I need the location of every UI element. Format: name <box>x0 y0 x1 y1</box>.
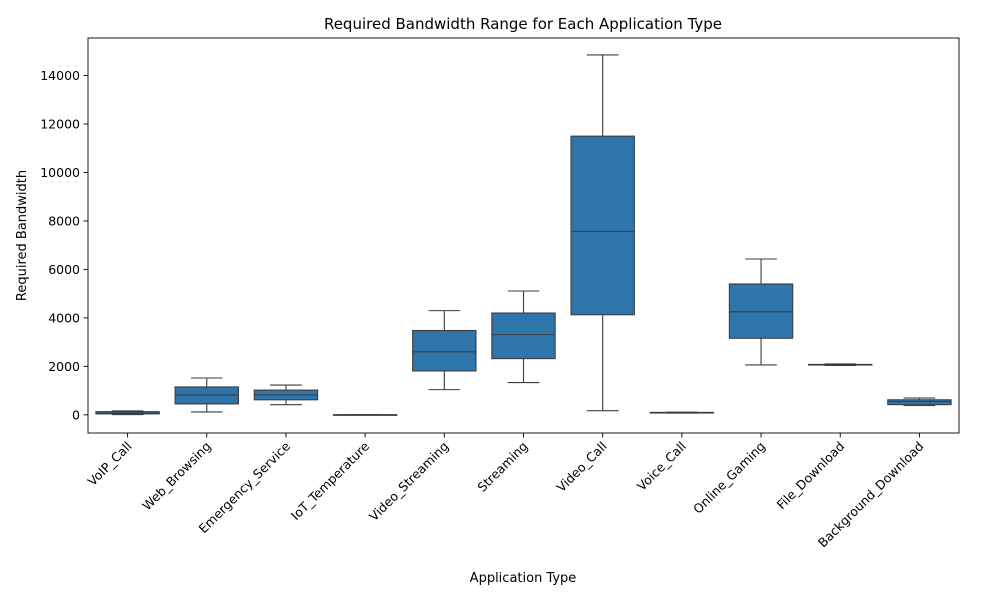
box-Voice_Call <box>649 411 715 414</box>
iqr-box <box>887 399 952 406</box>
y-tick-label: 6000 <box>48 262 80 277</box>
box-Streaming <box>491 290 556 384</box>
y-tick-label: 2000 <box>48 359 80 374</box>
box-Web_Browsing <box>174 377 239 413</box>
box-VoIP_Call <box>95 410 160 416</box>
x-tick-label: Emergency_Service <box>196 438 294 536</box>
x-tick-label: Streaming <box>474 439 530 495</box>
x-axis-label: Application Type <box>470 571 577 586</box>
box-File_Download <box>808 363 873 366</box>
x-tick-label: Web_Browsing <box>139 439 214 514</box>
x-tick-label: Voice_Call <box>634 439 689 494</box>
box-Background_Download <box>887 397 952 407</box>
iqr-box <box>570 135 635 316</box>
iqr-box <box>728 283 794 339</box>
iqr-box <box>491 312 556 360</box>
y-tick-label: 0 <box>72 407 80 422</box>
box-Online_Gaming <box>728 258 794 366</box>
x-axis: VoIP_Call Web_BrowsingEmergency_ServiceIo… <box>84 433 927 550</box>
y-tick-label: 8000 <box>48 213 80 228</box>
iqr-box <box>412 329 477 372</box>
y-axis-label: Required Bandwidth <box>15 170 30 301</box>
x-tick-label: Online_Gaming <box>690 439 768 517</box>
box-IoT_Temperature <box>332 414 398 416</box>
box-Emergency_Service <box>253 384 319 406</box>
x-tick-label: File_Download <box>774 439 848 513</box>
x-tick-label: VoIP_Call <box>84 439 134 489</box>
y-tick-label: 14000 <box>40 68 80 83</box>
box-Video_Call <box>570 54 635 412</box>
box-series <box>95 54 952 416</box>
x-tick-label: IoT_Temperature <box>288 438 373 523</box>
y-tick-label: 10000 <box>40 165 80 180</box>
chart-title: Required Bandwidth Range for Each Applic… <box>324 15 722 33</box>
y-tick-label: 12000 <box>40 117 80 132</box>
x-tick-label: Video_Call <box>554 439 610 495</box>
y-tick-label: 4000 <box>48 310 80 325</box>
x-tick-label: Video_Streaming <box>366 439 451 524</box>
plot-frame <box>87 37 960 434</box>
box-Video_Streaming <box>412 310 477 391</box>
y-axis: 0 2000 4000 6000 8000 10000 12000 14000 <box>40 68 88 422</box>
